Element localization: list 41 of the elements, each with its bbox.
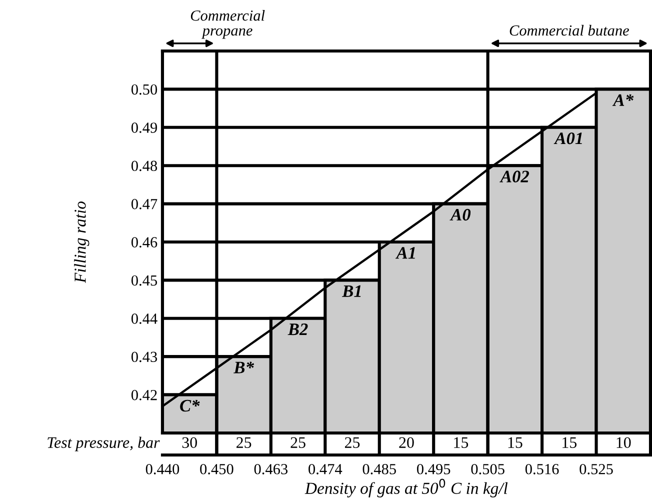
x-tick-label: 0.525 (580, 464, 613, 474)
annotation: 30 (182, 437, 197, 448)
x-tick-label: 0.505 (471, 464, 504, 474)
x-tick-label: 0.495 (416, 464, 450, 474)
annotation: 15 (562, 437, 577, 448)
y-tick-label: 0.49 (131, 122, 157, 133)
y-tick-label: 0.44 (131, 314, 158, 324)
text: Test pressure, bar (48, 436, 160, 452)
annotation: A1 (395, 247, 415, 259)
annotation: B2 (288, 324, 308, 336)
y-axis-title: Filling ratio (74, 202, 90, 284)
annotation: 10 (616, 437, 631, 448)
annotation: A01 (554, 132, 582, 144)
y-tick-label: 0.45 (131, 275, 158, 286)
annotation: 25 (290, 437, 306, 448)
annotation: 25 (344, 437, 360, 448)
y-tick-label: 0.50 (131, 84, 158, 95)
annotation: B1 (342, 285, 361, 297)
x-tick-label: 0.440 (146, 464, 180, 474)
y-tick-label: 0.47 (131, 198, 158, 210)
ref-line-label: Commercial butane (510, 24, 629, 36)
x-tick-label: 0.474 (308, 464, 342, 474)
x-tick-label: 0.450 (200, 464, 234, 474)
annotation: 15 (454, 437, 468, 448)
annotation: A0 (450, 208, 471, 221)
annotation: A* (612, 94, 634, 106)
x-axis-title: Density of gas at 50$^{0}$ C in kg/l (304, 478, 508, 498)
annotation: 20 (399, 437, 414, 448)
y-tick-label: 0.46 (131, 237, 158, 248)
annotation: A02 (500, 170, 530, 182)
y-tick-label: 0.43 (131, 352, 158, 362)
x-tick-label: 0.463 (254, 464, 288, 474)
annotation: 15 (508, 437, 522, 448)
annotation: 25 (236, 437, 252, 448)
y-tick-label: 0.42 (131, 390, 157, 400)
x-tick-label: 0.485 (362, 464, 396, 474)
ref-line-label: Commercial propane (190, 10, 265, 39)
annotation: C* (180, 400, 200, 412)
annotation: B* (234, 362, 254, 374)
x-tick-label: 0.516 (525, 464, 559, 474)
y-tick-label: 0.48 (131, 160, 158, 172)
